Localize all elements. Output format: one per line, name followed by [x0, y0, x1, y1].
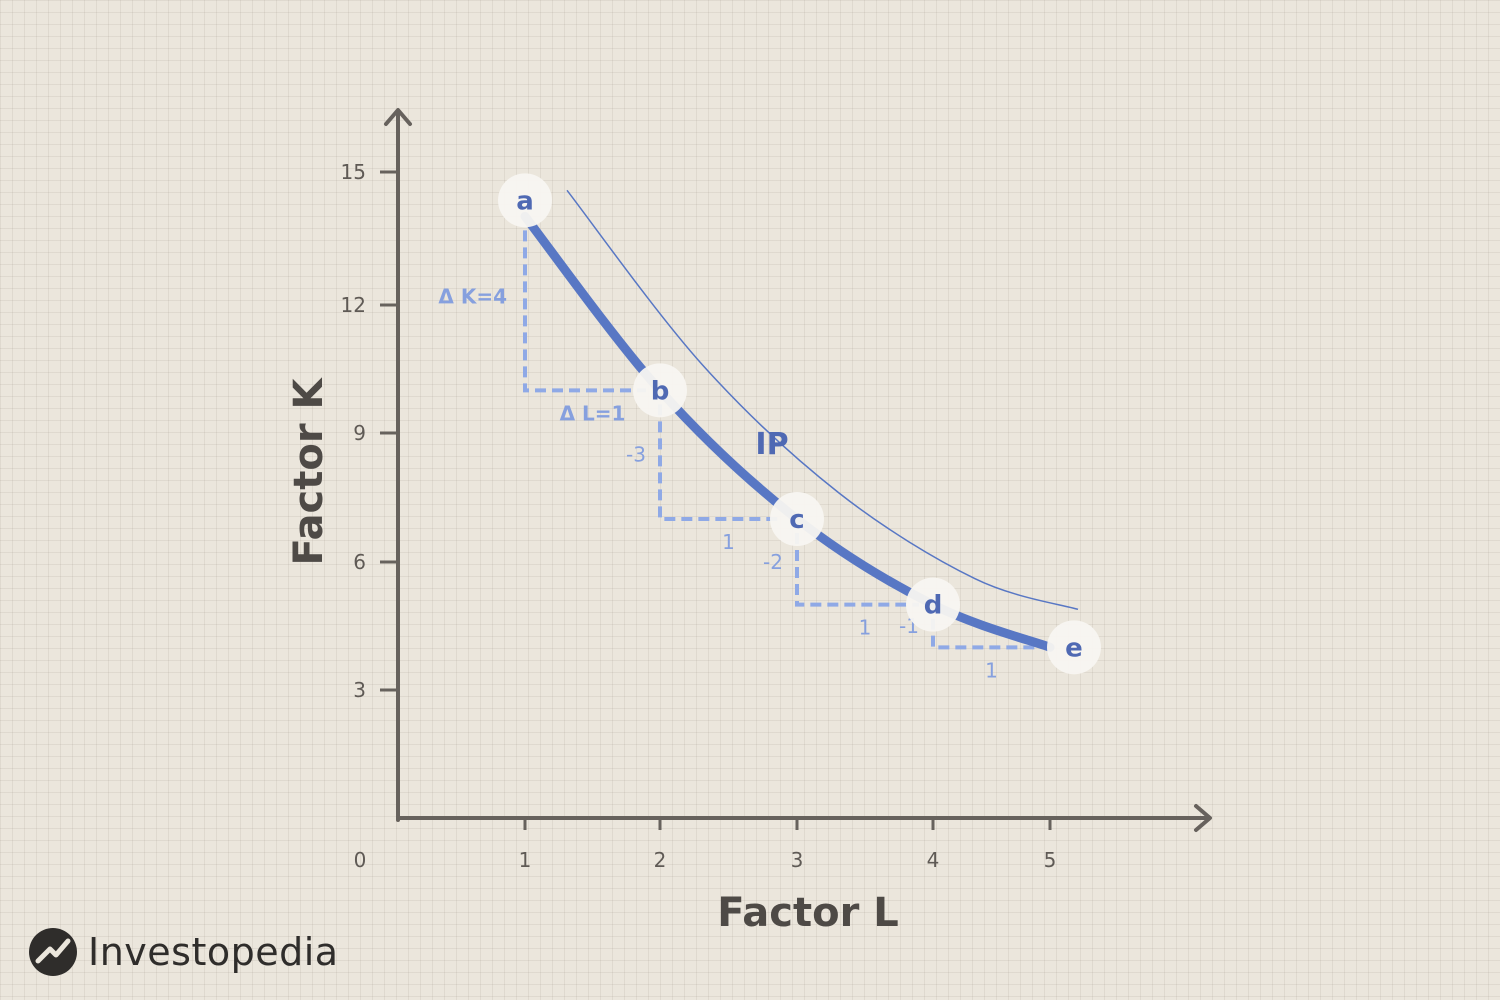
- point-label-b: b: [651, 376, 670, 406]
- curve-label-ip: IP: [755, 427, 788, 462]
- step-dl-label: 1: [985, 658, 998, 682]
- step-dl-label: 1: [722, 530, 735, 554]
- point-halo: [633, 363, 687, 418]
- y-tick-label: 12: [341, 293, 366, 317]
- step-dk-label: -3: [626, 443, 646, 467]
- step-dk-label: Δ K=4: [438, 284, 507, 308]
- brand: Investopedia: [28, 924, 339, 980]
- point-halo: [498, 173, 552, 228]
- y-tick-label: 9: [353, 421, 366, 445]
- point-halo: [1047, 620, 1101, 675]
- y-axis-arrow: [384, 108, 412, 126]
- point-label-c: c: [789, 505, 804, 535]
- step-dash: [523, 230, 646, 393]
- x-axis-arrow: [1194, 804, 1212, 832]
- y-tick-label: 15: [341, 160, 366, 184]
- axes: [384, 108, 1212, 832]
- step-dk-label: -2: [763, 550, 783, 574]
- step-dash: [658, 404, 783, 521]
- y-axis-title: Factor K: [286, 377, 332, 566]
- step-labels: Δ K=4Δ L=1-31-21 -11: [438, 284, 997, 682]
- x-tick-label: 2: [654, 848, 667, 872]
- point-halo: [906, 577, 960, 632]
- point-label-e: e: [1065, 633, 1083, 663]
- brand-name: Investopedia: [88, 930, 339, 974]
- x-axis-title: Factor L: [717, 890, 898, 936]
- x-tick-label: 4: [927, 848, 940, 872]
- step-dl-label: 1: [859, 616, 872, 640]
- origin-label: 0: [354, 848, 367, 872]
- points: a b c d e: [498, 173, 1101, 675]
- x-tick-label: 3: [791, 848, 804, 872]
- x-tick-label: 5: [1044, 848, 1057, 872]
- point-label-a: a: [516, 186, 534, 216]
- step-dash: [795, 533, 919, 607]
- y-tick-label: 6: [353, 550, 366, 574]
- investopedia-logo-icon: [29, 928, 77, 976]
- point-label-d: d: [924, 591, 943, 621]
- x-tick-label: 1: [519, 848, 532, 872]
- point-halo: [770, 492, 824, 546]
- step-dl-label: Δ L=1: [560, 401, 626, 425]
- isoquant-curve-upper: [566, 189, 1079, 611]
- y-tick-label: 3: [353, 678, 366, 702]
